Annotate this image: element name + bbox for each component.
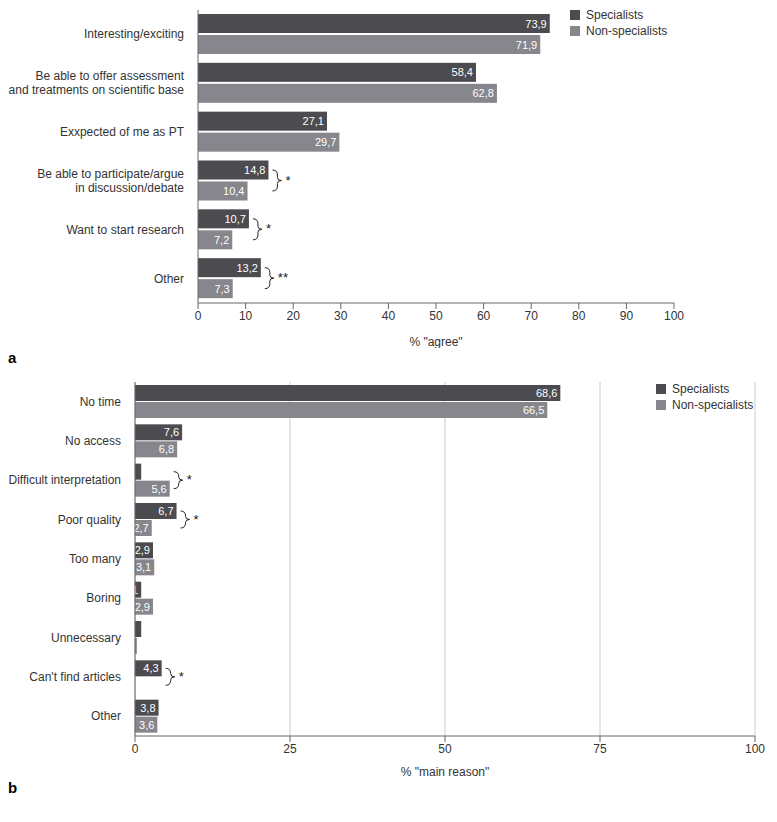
svg-text:Unnecessary: Unnecessary	[51, 631, 121, 645]
svg-text:10: 10	[239, 309, 253, 323]
svg-text:80: 80	[572, 309, 586, 323]
svg-text:7,6: 7,6	[164, 426, 179, 438]
svg-text:Difficult interpretation: Difficult interpretation	[9, 473, 122, 487]
svg-text:No time: No time	[80, 395, 122, 409]
svg-text:Other: Other	[91, 709, 121, 723]
svg-text:**: **	[278, 270, 288, 285]
svg-text:Poor quality: Poor quality	[58, 513, 121, 527]
svg-text:Be able to participate/arguein: Be able to participate/arguein discussio…	[37, 167, 184, 195]
svg-text:0: 0	[132, 742, 139, 756]
svg-text:% "main reason": % "main reason"	[401, 765, 490, 778]
svg-text:50: 50	[429, 309, 443, 323]
svg-text:70: 70	[525, 309, 539, 323]
html-text:Non-specialists: Non-specialists	[586, 24, 668, 38]
svg-text:6,8: 6,8	[159, 443, 174, 455]
svg-text:Can't find articles: Can't find articles	[29, 670, 121, 684]
svg-text:60: 60	[477, 309, 491, 323]
svg-text:2,9: 2,9	[135, 544, 150, 556]
svg-text:50: 50	[438, 742, 452, 756]
html-text:b: b	[8, 779, 18, 796]
svg-text:10,4: 10,4	[223, 185, 244, 197]
svg-text:*: *	[285, 173, 290, 188]
svg-text:5,6: 5,6	[151, 483, 166, 495]
svg-text:90: 90	[620, 309, 634, 323]
svg-text:2,9: 2,9	[135, 601, 150, 613]
svg-text:71,9: 71,9	[516, 39, 537, 51]
svg-text:7,3: 7,3	[214, 283, 229, 295]
svg-text:Want to start research: Want to start research	[66, 223, 184, 237]
svg-text:*: *	[187, 472, 192, 487]
svg-text:7,2: 7,2	[214, 234, 229, 246]
svg-text:30: 30	[334, 309, 348, 323]
svg-text:*: *	[179, 669, 184, 684]
svg-text:Interesting/exciting: Interesting/exciting	[84, 27, 184, 41]
svg-text:29,7: 29,7	[315, 136, 336, 148]
svg-text:100: 100	[745, 742, 765, 756]
html-text:Non-specialists: Non-specialists	[672, 398, 754, 412]
svg-text:3,8: 3,8	[140, 702, 155, 714]
svg-text:73,9: 73,9	[525, 18, 546, 30]
svg-text:68,6: 68,6	[536, 387, 557, 399]
svg-text:Exxpected of me as PT: Exxpected of me as PT	[60, 125, 185, 139]
svg-text:66,5: 66,5	[523, 404, 544, 416]
svg-text:25: 25	[283, 742, 297, 756]
svg-text:0: 0	[195, 309, 202, 323]
svg-text:40: 40	[382, 309, 396, 323]
svg-text:100: 100	[664, 309, 684, 323]
svg-text:3,1: 3,1	[136, 561, 151, 573]
svg-text:Other: Other	[154, 272, 184, 286]
svg-text:13,2: 13,2	[236, 262, 257, 274]
svg-text:*: *	[266, 221, 271, 236]
svg-text:14,8: 14,8	[244, 164, 265, 176]
html-text:Specialists: Specialists	[586, 8, 644, 22]
svg-text:Too many: Too many	[69, 552, 121, 566]
svg-text:10,7: 10,7	[225, 213, 246, 225]
svg-text:2,7: 2,7	[135, 522, 149, 534]
svg-text:58,4: 58,4	[452, 66, 473, 78]
svg-text:20: 20	[287, 309, 301, 323]
svg-text:Boring: Boring	[86, 591, 121, 605]
html-text:Specialists: Specialists	[672, 382, 730, 396]
svg-text:3,6: 3,6	[139, 719, 154, 731]
svg-text:27,1: 27,1	[303, 115, 324, 127]
svg-text:4,3: 4,3	[143, 662, 158, 674]
svg-text:6,7: 6,7	[158, 505, 173, 517]
html-text:a: a	[8, 349, 17, 366]
svg-text:% "agree": % "agree"	[409, 335, 462, 348]
svg-text:Be able to offer assessmentand: Be able to offer assessmentand treatment…	[9, 69, 185, 97]
svg-text:62,8: 62,8	[473, 87, 494, 99]
svg-text:No access: No access	[65, 434, 121, 448]
svg-text:*: *	[194, 512, 199, 527]
svg-text:75: 75	[593, 742, 607, 756]
